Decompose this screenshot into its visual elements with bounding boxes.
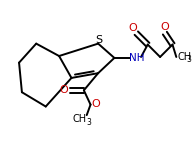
Text: 3: 3 — [187, 55, 192, 64]
Text: 3: 3 — [87, 118, 92, 127]
Text: O: O — [161, 22, 169, 32]
Text: S: S — [95, 35, 102, 45]
Text: NH: NH — [128, 53, 144, 63]
Text: O: O — [91, 99, 100, 109]
Text: O: O — [128, 23, 137, 33]
Text: CH: CH — [72, 114, 86, 124]
Text: CH: CH — [177, 52, 191, 62]
Text: O: O — [60, 85, 68, 95]
